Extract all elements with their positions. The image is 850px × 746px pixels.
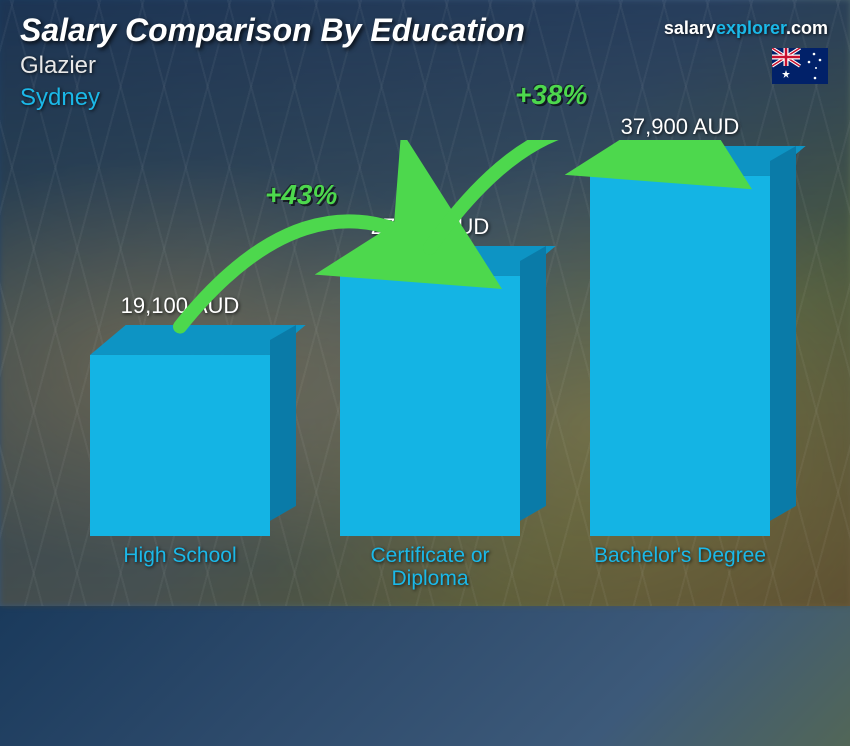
country-flag-icon [772, 48, 828, 84]
bar-side-face [770, 146, 796, 521]
bar-category-label: Certificate orDiploma [320, 544, 540, 590]
bar-value-label: 19,100 AUD [80, 293, 280, 319]
bar-value-label: 27,400 AUD [330, 214, 530, 240]
bar-category-label: Bachelor's Degree [570, 544, 790, 567]
bar-front-face [590, 176, 770, 536]
bar-side-face [270, 325, 296, 521]
brand-text-accent: explorer [716, 18, 786, 38]
bar-front-face [340, 276, 520, 536]
bar-side-face [520, 246, 546, 521]
bar-category-label: High School [70, 544, 290, 567]
chart-container: Salary Comparison By Education Glazier S… [0, 0, 850, 606]
brand-text-1: salary [664, 18, 716, 38]
bar-group: 19,100 AUD High School [90, 355, 270, 536]
occupation-label: Glazier [20, 52, 96, 80]
bar: 37,900 AUD [590, 176, 770, 536]
brand-logo: salaryexplorer.com [664, 18, 828, 39]
bar-chart: 19,100 AUD High School 27,400 AUD Certif… [40, 140, 790, 586]
bar-front-face [90, 355, 270, 536]
chart-title: Salary Comparison By Education [20, 12, 525, 49]
location-label: Sydney [20, 84, 100, 112]
percent-increase-label: +38% [515, 79, 587, 111]
bar: 19,100 AUD [90, 355, 270, 536]
percent-increase-label: +43% [265, 179, 337, 211]
bar: 27,400 AUD [340, 276, 520, 536]
bar-group: 37,900 AUD Bachelor's Degree [590, 176, 770, 536]
bar-group: 27,400 AUD Certificate orDiploma [340, 276, 520, 536]
brand-text-suffix: .com [786, 18, 828, 38]
bar-value-label: 37,900 AUD [580, 114, 780, 140]
